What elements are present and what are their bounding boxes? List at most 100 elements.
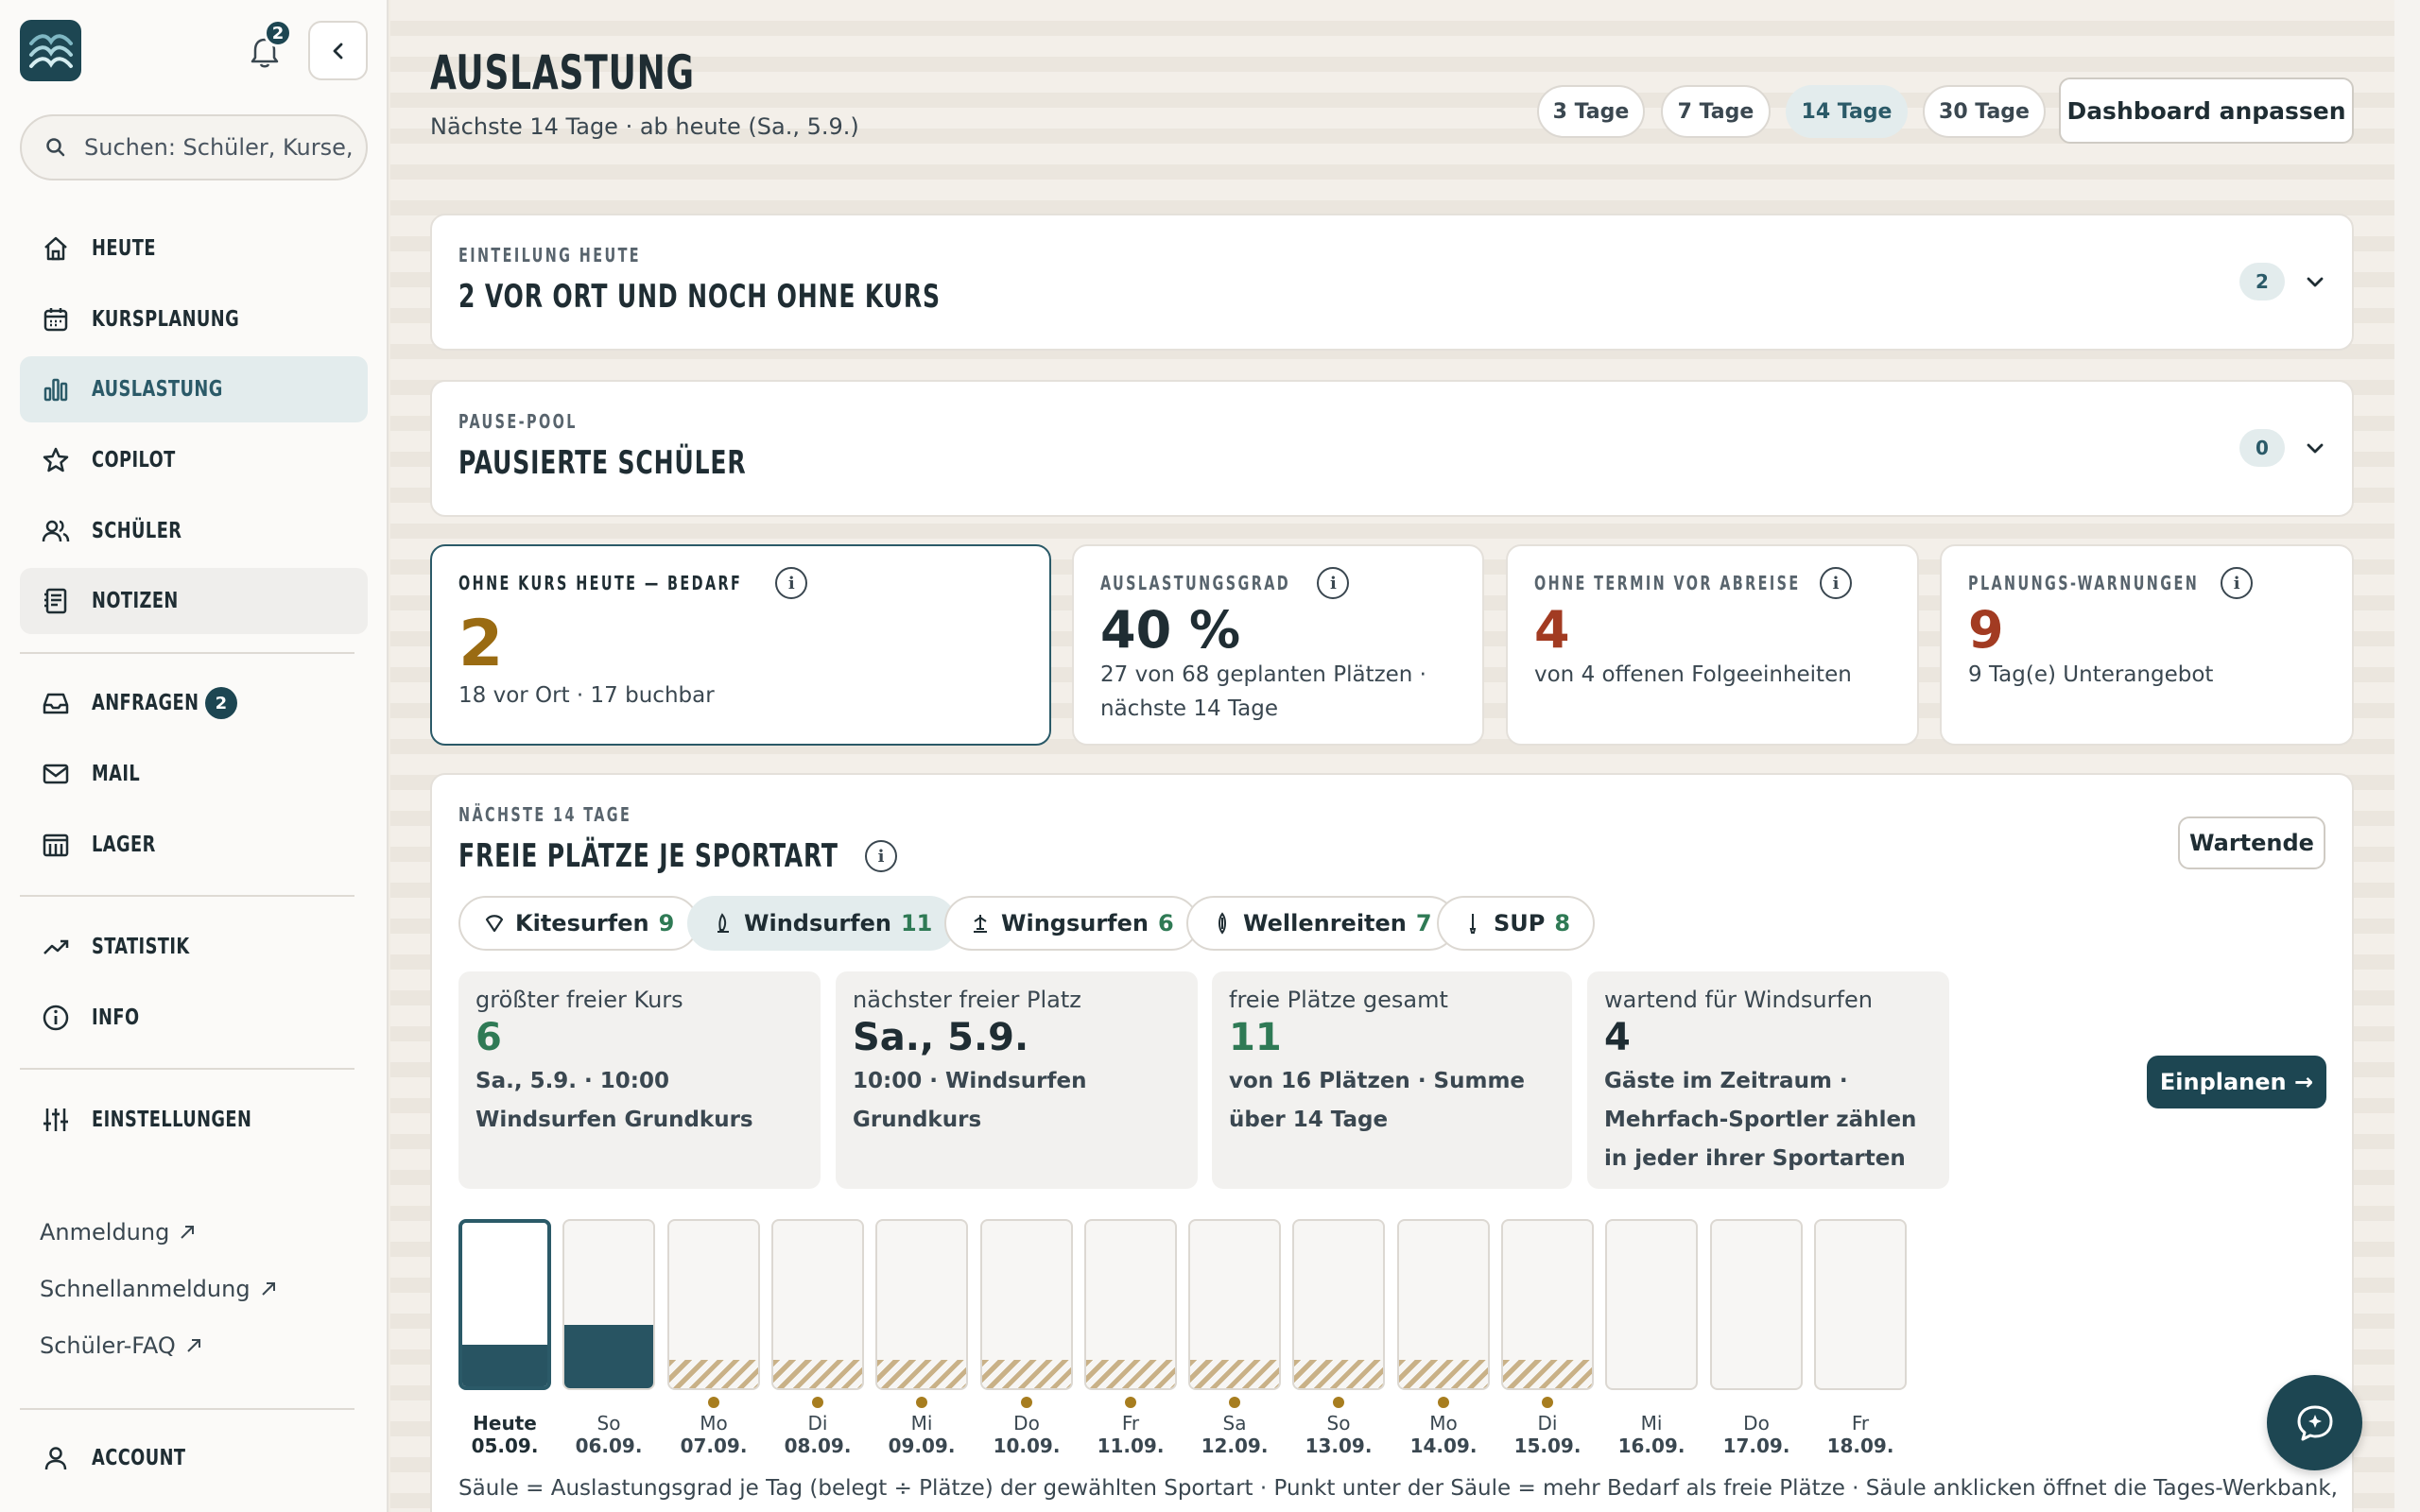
day-column[interactable]	[458, 1219, 551, 1390]
day-column[interactable]	[1710, 1219, 1803, 1390]
day-column[interactable]	[771, 1219, 864, 1390]
page-subtitle: Nächste 14 Tage · ab heute (Sa., 5.9.)	[430, 113, 859, 140]
chart-caption: Säule = Auslastungsgrad je Tag (belegt ÷…	[458, 1476, 2338, 1501]
nav-item-schueler[interactable]: SCHÜLER	[20, 498, 368, 564]
undersupply-hatch	[1294, 1360, 1383, 1388]
nav-item-statistik[interactable]: STATISTIK	[20, 914, 368, 980]
nav-label: KURSPLANUNG	[92, 307, 240, 332]
day-label: Heute 05.09.	[453, 1412, 557, 1457]
day-label: Di 15.09.	[1495, 1412, 1599, 1457]
einplanen-button[interactable]: Einplanen →	[2147, 1056, 2326, 1108]
nav-item-account[interactable]: ACCOUNT	[20, 1425, 368, 1491]
stat-label: größter freier Kurs	[475, 987, 683, 1013]
undersupply-hatch	[1190, 1360, 1279, 1388]
kpi-planungs-warnungen[interactable]: PLANUNGS-WARNUNGEN i 9 9 Tag(e) Unterange…	[1940, 544, 2354, 746]
nav-label: SCHÜLER	[92, 519, 182, 543]
sport-chip-wellenreiten[interactable]: Wellenreiten 7	[1186, 896, 1457, 951]
date-label: 18.09.	[1826, 1435, 1894, 1457]
sport-count: 9	[658, 910, 675, 936]
wartende-button[interactable]: Wartende	[2178, 816, 2325, 869]
weekday-label: Mo	[1429, 1412, 1458, 1435]
nav-label: ANFRAGEN	[92, 691, 199, 715]
day-column[interactable]	[1814, 1219, 1907, 1390]
chevron-down-icon[interactable]	[2303, 437, 2327, 461]
range-30-tage[interactable]: 30 Tage	[1923, 85, 2046, 138]
link-anmeldung[interactable]: Anmeldung	[40, 1219, 198, 1246]
range-3-tage[interactable]: 3 Tage	[1537, 85, 1645, 138]
pause-pool-card[interactable]: PAUSE-POOL PAUSIERTE SCHÜLER 0	[430, 380, 2354, 517]
kpi-ohne-kurs[interactable]: OHNE KURS HEUTE — BEDARF i 2 18 vor Ort ·…	[430, 544, 1051, 746]
day-column[interactable]	[1605, 1219, 1698, 1390]
nav-item-anfragen[interactable]: ANFRAGEN 2	[20, 670, 368, 736]
stat-naechster-freier-platz: nächster freier Platz Sa., 5.9. 10:00 · …	[836, 971, 1198, 1189]
day-column[interactable]	[1084, 1219, 1177, 1390]
nav-item-info[interactable]: INFO	[20, 985, 368, 1051]
sport-chip-kitesurfen[interactable]: Kitesurfen 9	[458, 896, 700, 951]
kpi-ohne-termin[interactable]: OHNE TERMIN VOR ABREISE i 4 von 4 offenen…	[1506, 544, 1919, 746]
range-14-tage[interactable]: 14 Tage	[1786, 85, 1908, 138]
weekday-label: Di	[1537, 1412, 1558, 1435]
info-icon[interactable]: i	[1317, 567, 1350, 599]
demand-dot	[1542, 1397, 1553, 1408]
customize-dashboard-button[interactable]: Dashboard anpassen	[2059, 77, 2354, 144]
wing-icon	[974, 915, 987, 933]
nav-item-auslastung[interactable]: AUSLASTUNG	[20, 356, 368, 422]
nav-item-kursplanung[interactable]: KURSPLANUNG	[20, 286, 368, 352]
chevron-down-icon[interactable]	[2303, 270, 2327, 295]
nav-item-lager[interactable]: LAGER	[20, 812, 368, 878]
notes-icon	[44, 588, 67, 614]
collapse-sidebar-button[interactable]	[308, 21, 368, 80]
nav-item-heute[interactable]: HEUTE	[20, 215, 368, 282]
day-column[interactable]	[1397, 1219, 1490, 1390]
einteilung-eyebrow: EINTEILUNG HEUTE	[458, 244, 642, 266]
kpi-value: 2	[458, 607, 504, 681]
link-schnellanmeldung[interactable]: Schnellanmeldung	[40, 1276, 279, 1302]
kpi-auslastungsgrad[interactable]: AUSLASTUNGSGRAD i 40 % 27 von 68 geplante…	[1072, 544, 1484, 746]
day-column[interactable]	[667, 1219, 760, 1390]
undersupply-hatch	[669, 1360, 758, 1388]
scrollbar-track[interactable]	[2394, 0, 2420, 1512]
kpi-value: 40 %	[1100, 600, 1241, 660]
nav-item-notizen[interactable]: NOTIZEN	[20, 568, 368, 634]
day-column[interactable]	[562, 1219, 655, 1390]
day-column[interactable]	[1501, 1219, 1594, 1390]
day-column[interactable]	[875, 1219, 968, 1390]
day-label: Do 17.09.	[1704, 1412, 1808, 1457]
info-icon[interactable]: i	[775, 567, 808, 599]
nav-item-einstellungen[interactable]: EINSTELLUNGEN	[20, 1087, 368, 1153]
day-label: Mi 09.09.	[870, 1412, 974, 1457]
search-input[interactable]	[84, 134, 358, 161]
sport-chip-wingsurfen[interactable]: Wingsurfen 6	[944, 896, 1199, 951]
sport-chip-windsurfen[interactable]: Windsurfen 11	[687, 896, 958, 951]
day-label: Fr 18.09.	[1808, 1412, 1912, 1457]
info-icon[interactable]: i	[2221, 567, 2254, 599]
link-schueler-faq[interactable]: Schüler-FAQ	[40, 1332, 204, 1359]
stat-value: Sa., 5.9.	[853, 1016, 1029, 1059]
info-icon[interactable]: i	[1820, 567, 1853, 599]
range-7-tage[interactable]: 7 Tage	[1661, 85, 1771, 138]
surfboard-icon	[1219, 912, 1226, 935]
stat-groesster-freier-kurs: größter freier Kurs 6 Sa., 5.9. · 10:00 …	[458, 971, 821, 1189]
chat-assistant-button[interactable]	[2267, 1375, 2362, 1470]
sport-chip-sup[interactable]: SUP 8	[1437, 896, 1596, 951]
day-column[interactable]	[1292, 1219, 1385, 1390]
search-box[interactable]	[20, 114, 368, 180]
day-column[interactable]	[980, 1219, 1073, 1390]
inbox-icon	[43, 693, 69, 714]
link-label: Anmeldung	[40, 1219, 170, 1246]
app-logo[interactable]	[20, 20, 81, 81]
trend-icon	[43, 939, 69, 954]
nav-item-mail[interactable]: MAIL	[20, 741, 368, 807]
day-label: Sa 12.09.	[1183, 1412, 1287, 1457]
paddle-icon	[1469, 914, 1477, 934]
nav-label: STATISTIK	[92, 935, 190, 959]
demand-dot	[1438, 1397, 1449, 1408]
einteilung-card[interactable]: EINTEILUNG HEUTE 2 VOR ORT UND NOCH OHNE…	[430, 214, 2354, 351]
kite-icon	[485, 915, 504, 933]
info-icon[interactable]: i	[865, 840, 897, 872]
day-label: Mo 07.09.	[662, 1412, 766, 1457]
stat-value: 4	[1604, 1016, 1631, 1059]
link-label: Schüler-FAQ	[40, 1332, 176, 1359]
day-column[interactable]	[1188, 1219, 1281, 1390]
nav-item-copilot[interactable]: COPILOT	[20, 427, 368, 493]
